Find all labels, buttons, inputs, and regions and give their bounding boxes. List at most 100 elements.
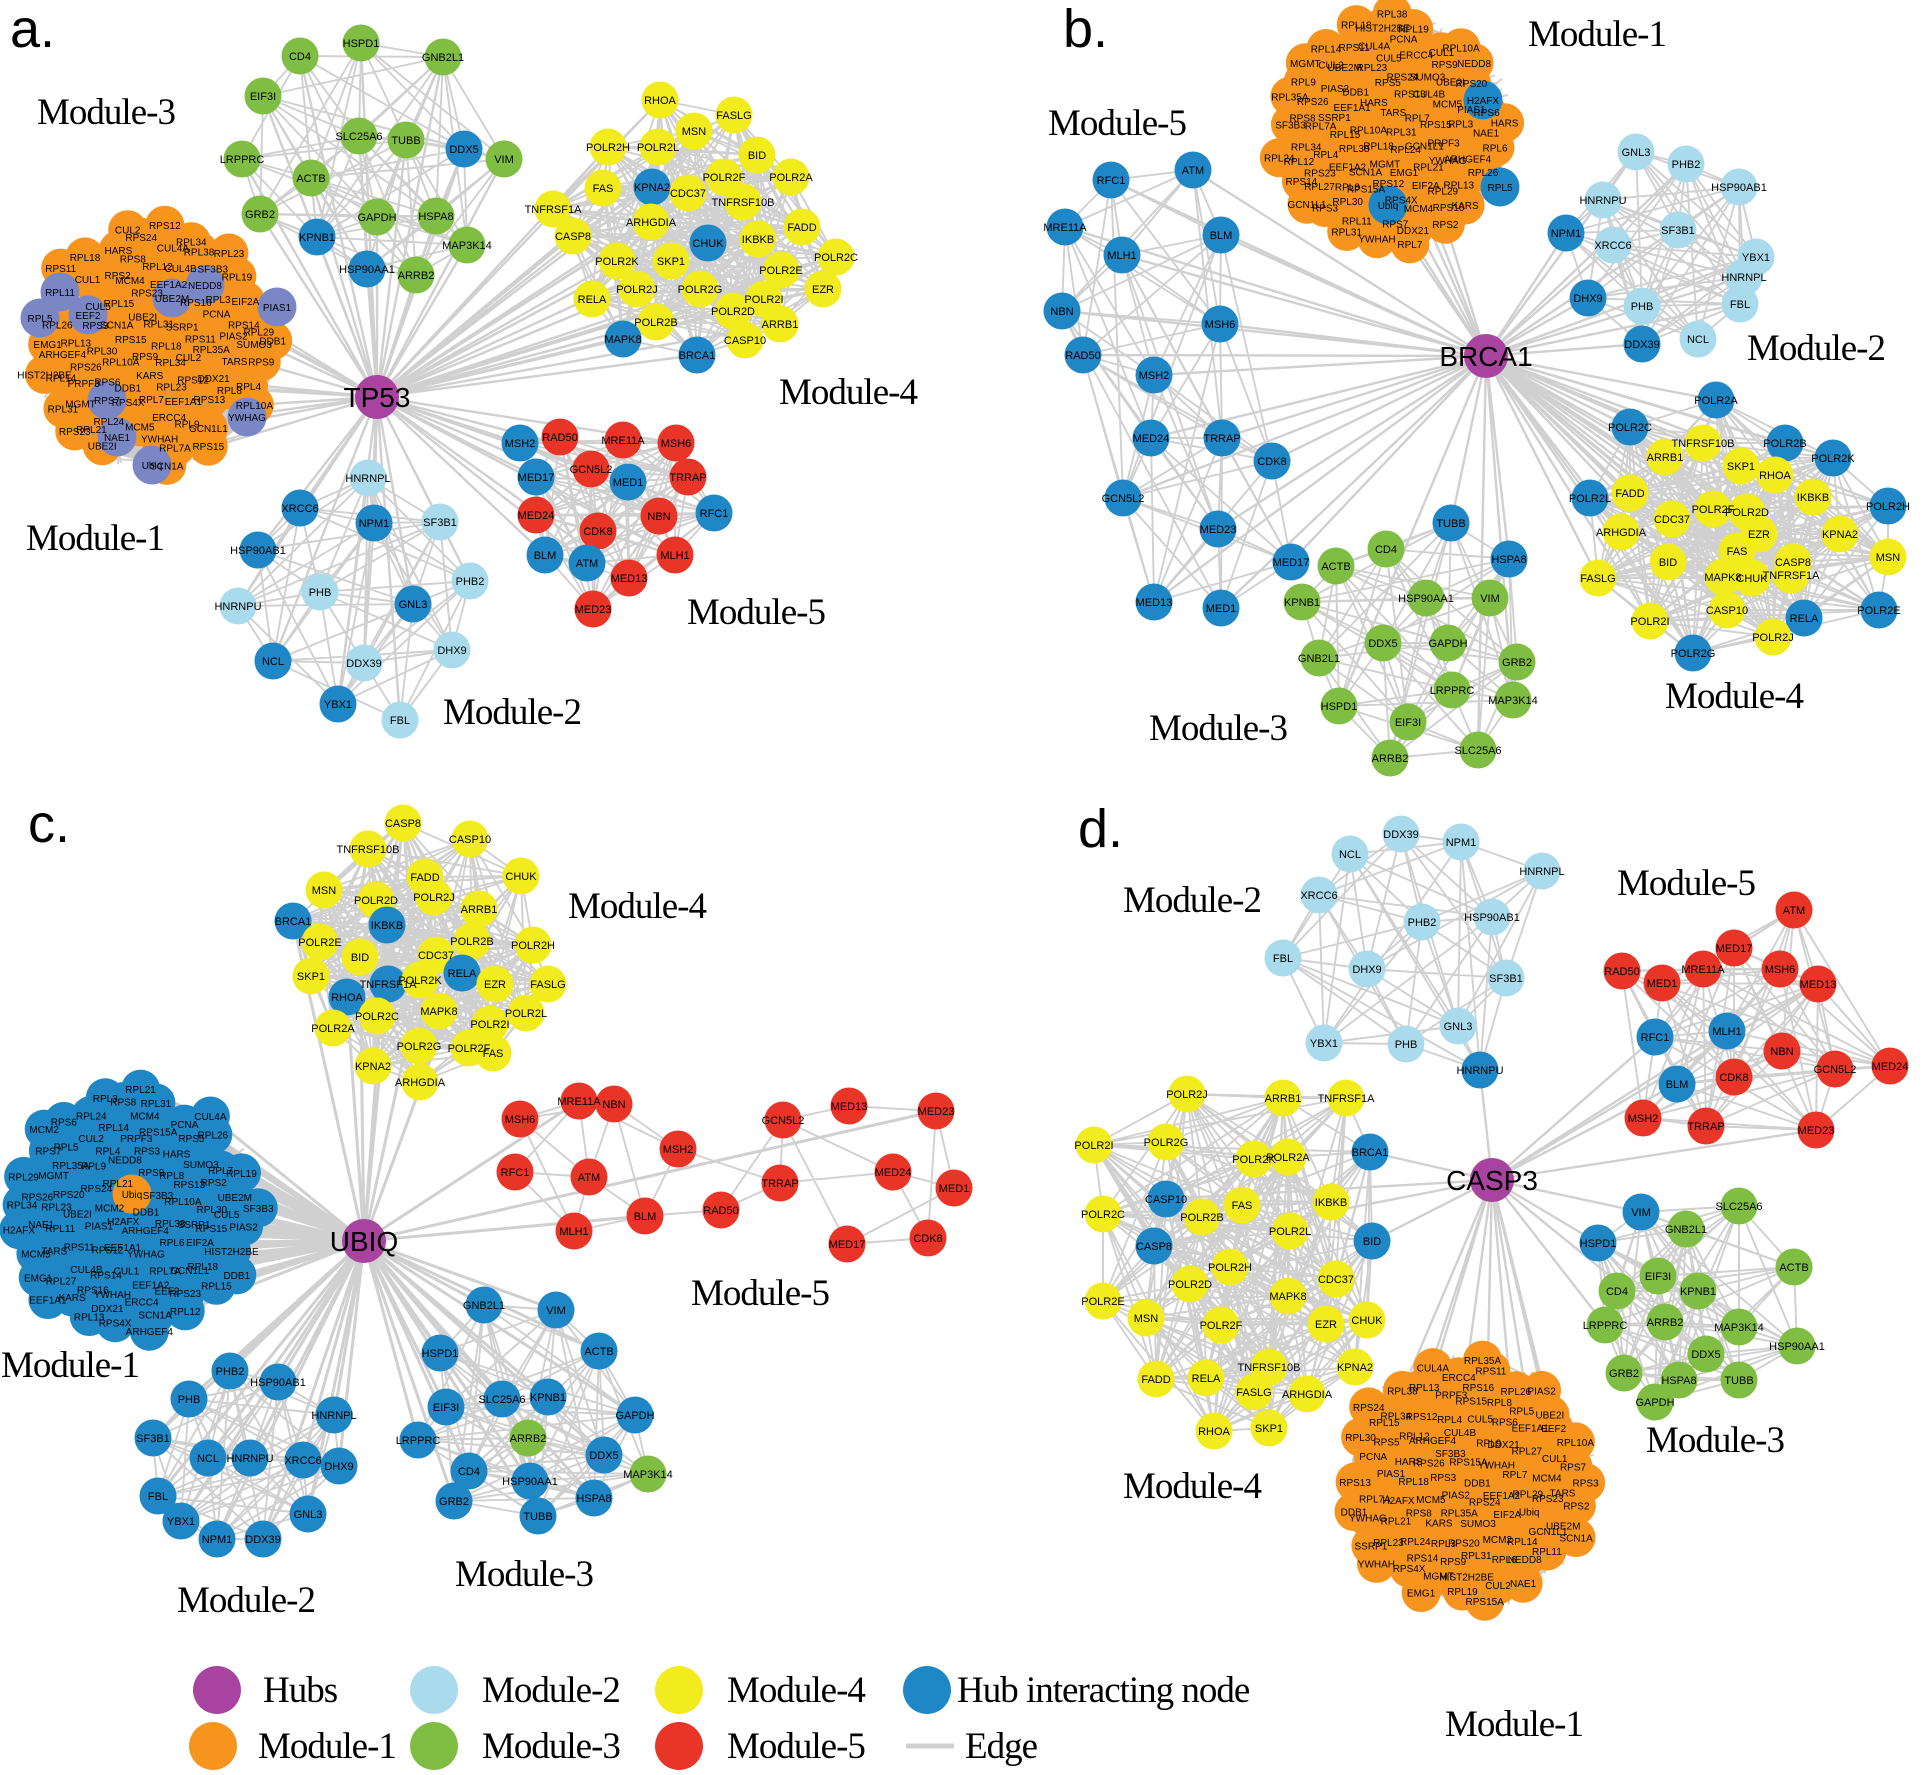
svg-text:EIF3I: EIF3I: [1395, 717, 1421, 729]
svg-text:RPS24: RPS24: [80, 1184, 112, 1195]
svg-text:RHOA: RHOA: [331, 992, 363, 1004]
svg-text:POLR2C: POLR2C: [814, 252, 858, 264]
svg-text:RPL6: RPL6: [1482, 143, 1507, 154]
svg-text:HNRNPL: HNRNPL: [1519, 866, 1564, 878]
svg-text:POLR2L: POLR2L: [1269, 1226, 1311, 1238]
svg-text:EEF2: EEF2: [1541, 1424, 1566, 1435]
svg-text:KPNA2: KPNA2: [1822, 529, 1858, 541]
svg-text:MED24: MED24: [1133, 433, 1170, 445]
svg-text:Module-2: Module-2: [1747, 328, 1885, 369]
svg-text:RPS26: RPS26: [22, 1192, 54, 1203]
svg-text:MED1: MED1: [1647, 978, 1678, 990]
svg-text:SUMO3: SUMO3: [1410, 73, 1446, 84]
svg-text:TUBB: TUBB: [1724, 1375, 1753, 1387]
svg-text:RPL29: RPL29: [244, 327, 275, 338]
svg-text:RPS23: RPS23: [59, 427, 91, 438]
svg-text:Hub interacting node: Hub interacting node: [957, 1670, 1250, 1711]
svg-text:ARRB2: ARRB2: [398, 270, 435, 282]
svg-text:PRPF3: PRPF3: [120, 1134, 153, 1145]
svg-text:RHOA: RHOA: [1198, 1426, 1230, 1438]
svg-text:HARS: HARS: [1360, 98, 1388, 109]
svg-text:RPS11: RPS11: [1475, 1367, 1506, 1378]
svg-text:PIAS2: PIAS2: [219, 332, 248, 343]
svg-text:HARS: HARS: [163, 1150, 191, 1161]
svg-text:ARRB2: ARRB2: [1647, 1317, 1684, 1329]
svg-text:RPL26: RPL26: [1501, 1387, 1532, 1398]
svg-text:PHB: PHB: [309, 587, 332, 599]
svg-text:DDX39: DDX39: [346, 658, 381, 670]
svg-text:HSPD1: HSPD1: [1321, 701, 1358, 713]
svg-text:CDK8: CDK8: [913, 1233, 942, 1245]
svg-text:d.: d.: [1078, 799, 1123, 859]
svg-text:SCN1A: SCN1A: [138, 1311, 172, 1322]
svg-text:NCL: NCL: [262, 656, 284, 668]
svg-text:RPL7A: RPL7A: [1305, 121, 1337, 132]
svg-text:RPL10A: RPL10A: [1557, 1438, 1595, 1449]
svg-text:POLR2E: POLR2E: [298, 937, 341, 949]
svg-text:PHB2: PHB2: [1672, 159, 1701, 171]
svg-text:a.: a.: [10, 0, 55, 59]
svg-text:MSH6: MSH6: [661, 438, 692, 450]
svg-text:DDX5: DDX5: [1368, 638, 1397, 650]
svg-text:RPL35A: RPL35A: [1464, 1356, 1502, 1367]
svg-text:ARRB1: ARRB1: [1647, 452, 1684, 464]
svg-text:RPL18: RPL18: [1341, 21, 1372, 32]
svg-text:MED1: MED1: [613, 477, 644, 489]
svg-text:H2AFX: H2AFX: [1467, 96, 1500, 107]
svg-text:RPS8: RPS8: [120, 254, 147, 265]
svg-text:RAD50: RAD50: [1604, 966, 1639, 978]
svg-text:SF3B1: SF3B1: [423, 517, 457, 529]
svg-text:POLR2E: POLR2E: [1081, 1296, 1124, 1308]
svg-text:MED24: MED24: [518, 510, 555, 522]
svg-text:EIF2A: EIF2A: [1493, 1510, 1521, 1521]
svg-text:EEF2: EEF2: [75, 311, 100, 322]
svg-text:MAP3K14: MAP3K14: [1488, 695, 1538, 707]
svg-text:b.: b.: [1063, 0, 1108, 59]
svg-text:MRE11A: MRE11A: [1043, 222, 1087, 234]
svg-text:MED1: MED1: [939, 1183, 970, 1195]
svg-text:RPL6: RPL6: [1492, 1555, 1517, 1566]
svg-text:CUL2: CUL2: [78, 1134, 104, 1145]
svg-text:DHX9: DHX9: [1352, 964, 1381, 976]
svg-text:PRPF3: PRPF3: [1427, 138, 1460, 149]
svg-text:RPL15: RPL15: [1369, 1418, 1400, 1429]
svg-text:CHUK: CHUK: [1736, 573, 1768, 585]
svg-text:SF3B3: SF3B3: [1435, 1449, 1466, 1460]
svg-text:POLR2H: POLR2H: [511, 940, 555, 952]
svg-text:MED13: MED13: [1800, 979, 1837, 991]
svg-text:RPL5: RPL5: [1509, 1407, 1534, 1418]
svg-text:POLR2H: POLR2H: [1208, 1262, 1252, 1274]
svg-text:CDK8: CDK8: [1719, 1072, 1748, 1084]
svg-text:RPL38: RPL38: [184, 247, 215, 258]
svg-text:RPS4X: RPS4X: [99, 1319, 132, 1330]
svg-text:HIST2H2BE: HIST2H2BE: [1355, 24, 1410, 35]
svg-text:POLR2E: POLR2E: [759, 265, 802, 277]
svg-text:RPL15: RPL15: [104, 299, 135, 310]
svg-text:RPL30: RPL30: [1332, 197, 1363, 208]
svg-text:MGMT: MGMT: [1290, 59, 1321, 70]
svg-text:POLR2K: POLR2K: [1232, 1154, 1276, 1166]
svg-text:POLR2F: POLR2F: [1200, 1320, 1243, 1332]
svg-text:RPS3: RPS3: [1573, 1479, 1600, 1490]
svg-text:RPL26: RPL26: [42, 320, 73, 331]
svg-text:FASLG: FASLG: [1580, 573, 1615, 585]
svg-text:RPL10A: RPL10A: [1442, 44, 1480, 55]
svg-text:MED23: MED23: [575, 604, 612, 616]
svg-text:RPL24: RPL24: [1264, 154, 1295, 165]
svg-text:DDB1: DDB1: [133, 1208, 160, 1219]
svg-text:FBL: FBL: [1730, 299, 1750, 311]
svg-text:RPL19: RPL19: [1398, 25, 1429, 36]
svg-text:TNFRSF1A: TNFRSF1A: [360, 979, 418, 991]
svg-text:RPL34: RPL34: [7, 1201, 38, 1212]
svg-text:HSP90AB1: HSP90AB1: [230, 545, 286, 557]
svg-text:HARS: HARS: [1395, 1457, 1423, 1468]
svg-text:RPL4: RPL4: [1437, 1415, 1462, 1426]
svg-text:RPL24: RPL24: [1390, 145, 1421, 156]
svg-text:SF3B1: SF3B1: [1489, 973, 1523, 985]
svg-text:PRPF3: PRPF3: [68, 379, 101, 390]
svg-text:LRPPRC: LRPPRC: [1430, 685, 1475, 697]
svg-text:RPL3: RPL3: [205, 295, 230, 306]
svg-text:CUL5: CUL5: [1467, 1415, 1493, 1426]
svg-text:CUL1: CUL1: [1542, 1454, 1568, 1465]
svg-text:RPS14: RPS14: [1286, 177, 1318, 188]
